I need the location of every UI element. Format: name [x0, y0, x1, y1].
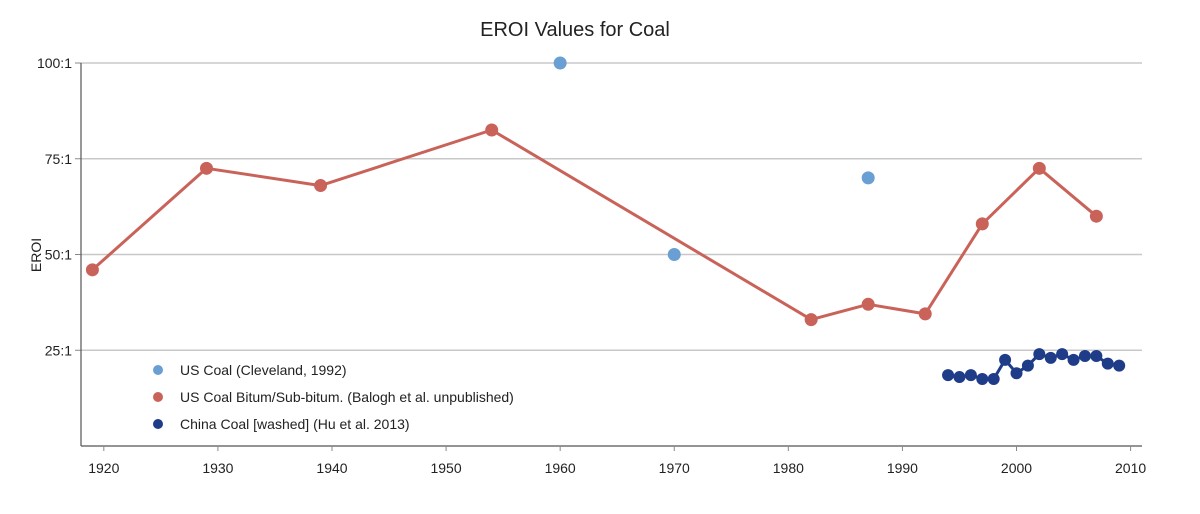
- series-1: [85, 123, 1103, 327]
- x-tick-label: 2000: [1001, 460, 1032, 476]
- x-tick-label: 1950: [430, 460, 461, 476]
- x-tick-label: 1960: [545, 460, 576, 476]
- data-point: [999, 353, 1012, 366]
- data-point: [667, 248, 681, 261]
- legend-label: China Coal [washed] (Hu et al. 2013): [180, 416, 410, 432]
- data-point: [1056, 348, 1069, 361]
- x-tick-label: 1970: [659, 460, 690, 476]
- chart-title: EROI Values for Coal: [480, 19, 670, 41]
- y-tick-label: 25:1: [45, 342, 72, 358]
- data-point: [1044, 351, 1057, 364]
- data-point: [861, 297, 875, 311]
- data-point: [1101, 357, 1114, 370]
- data-point: [861, 171, 875, 185]
- y-tick-label: 75:1: [45, 151, 72, 167]
- x-tick-label: 1930: [202, 460, 233, 476]
- legend-marker: [153, 365, 163, 375]
- legend-marker: [153, 392, 163, 402]
- data-point: [964, 369, 977, 382]
- data-point: [314, 179, 328, 193]
- series-0: [553, 56, 875, 261]
- y-tick-label: 100:1: [37, 55, 72, 71]
- data-point: [1033, 348, 1046, 361]
- x-tick-label: 1980: [773, 460, 804, 476]
- data-point: [987, 372, 1000, 385]
- data-point: [1113, 359, 1126, 372]
- x-tick-label: 1990: [887, 460, 918, 476]
- x-tick-label: 1940: [316, 460, 347, 476]
- data-point: [1032, 161, 1046, 175]
- data-point: [975, 217, 989, 231]
- data-point: [976, 372, 989, 385]
- data-point: [918, 307, 932, 321]
- data-point: [1021, 359, 1034, 372]
- data-point: [942, 369, 955, 382]
- y-tick-label: 50:1: [45, 247, 72, 263]
- x-tick-label: 1920: [88, 460, 119, 476]
- legend-label: US Coal (Cleveland, 1992): [180, 362, 347, 378]
- data-point: [1089, 209, 1103, 223]
- data-point: [1078, 349, 1091, 362]
- y-axis-label: EROI: [28, 238, 44, 272]
- legend: US Coal (Cleveland, 1992) US Coal Bitum/S…: [153, 362, 514, 432]
- axes: [75, 62, 1142, 451]
- legend-marker: [153, 419, 163, 429]
- y-tick-labels: 25:1 50:1 75:1 100:1: [37, 55, 72, 358]
- data-point: [199, 161, 213, 175]
- series-layer: [85, 56, 1126, 385]
- data-point: [553, 56, 567, 70]
- data-point: [85, 263, 99, 277]
- grid-lines: [81, 62, 1142, 351]
- data-point: [953, 371, 966, 384]
- series-2: [942, 348, 1126, 385]
- data-point: [804, 313, 818, 327]
- legend-label: US Coal Bitum/Sub-bitum. (Balogh et al. …: [180, 389, 514, 405]
- data-point: [1090, 349, 1103, 362]
- x-tick-labels: 1920 1930 1940 1950 1960 1970 1980 1990 2000 2010: [88, 460, 1146, 476]
- x-tick-label: 2010: [1115, 460, 1146, 476]
- series-line: [91, 128, 1098, 322]
- data-point: [1067, 353, 1080, 366]
- data-point: [485, 123, 499, 137]
- data-point: [1010, 367, 1023, 380]
